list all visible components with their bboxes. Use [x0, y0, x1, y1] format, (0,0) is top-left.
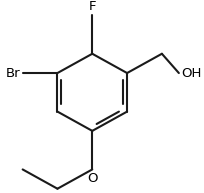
Text: F: F [88, 0, 95, 13]
Text: OH: OH [181, 67, 201, 80]
Text: Br: Br [6, 67, 20, 80]
Text: O: O [87, 172, 97, 185]
